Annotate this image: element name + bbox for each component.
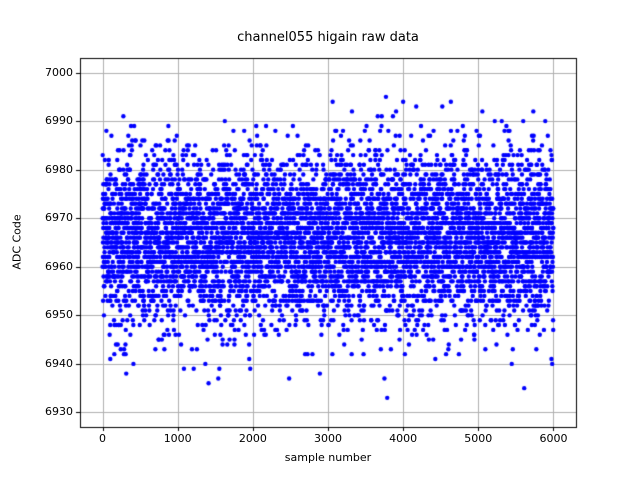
y-tick-label: 6990 (45, 114, 73, 128)
x-tick-label: 3000 (314, 432, 342, 445)
x-tick-label: 1000 (163, 432, 192, 445)
y-tick-label: 6940 (45, 356, 73, 370)
y-tick-label: 7000 (45, 65, 73, 79)
y-tick-label: 6980 (45, 162, 73, 176)
chart-title: channel055 higain raw data (237, 30, 419, 45)
x-tick-label: 0 (99, 432, 107, 445)
x-tick-label: 5000 (464, 432, 493, 445)
y-tick-label: 6960 (45, 259, 73, 273)
x-tick-label: 6000 (539, 432, 568, 445)
y-tick-label: 6970 (45, 211, 73, 225)
x-tick-label: 4000 (389, 432, 418, 445)
y-tick-label: 6930 (45, 405, 73, 419)
y-tick-label: 6950 (45, 308, 73, 322)
x-tick-label: 2000 (238, 432, 267, 445)
x-axis-label: sample number (284, 451, 372, 464)
